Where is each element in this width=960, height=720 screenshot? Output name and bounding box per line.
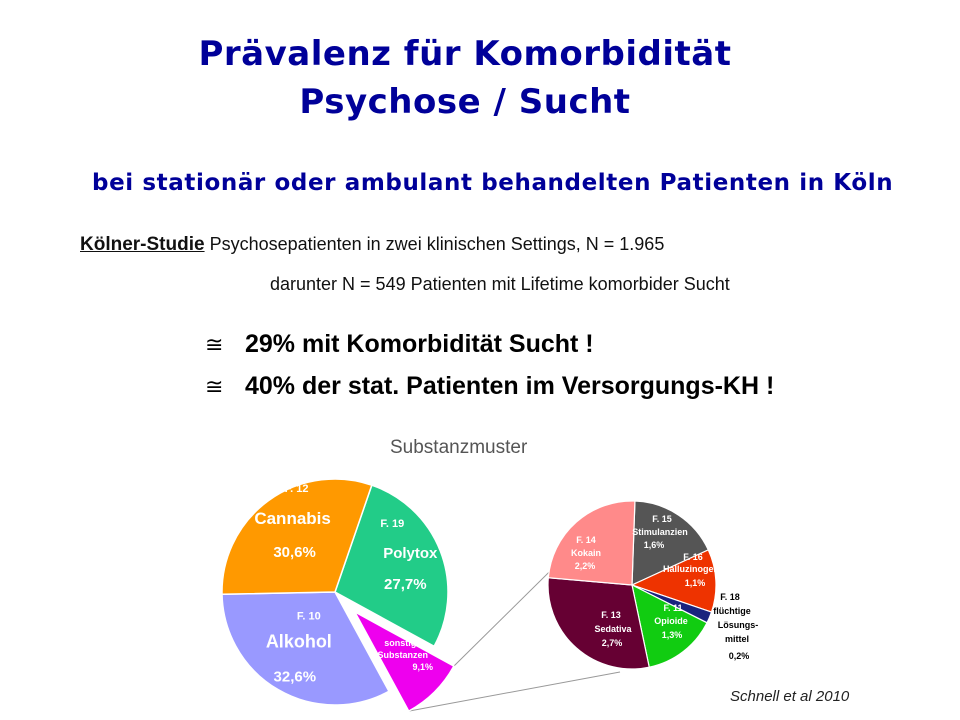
slice-code-alkohol: F. 10: [297, 610, 321, 622]
sub-label-sedativa: Sedativa: [594, 624, 632, 634]
slice-label-sonstige-line1: sonstige: [384, 638, 421, 648]
sub-value-sedativa: 2,7%: [602, 638, 623, 648]
sub-label-kokain: Kokain: [571, 548, 601, 558]
claim1-text: 29% mit Komorbidität Sucht !: [245, 330, 594, 358]
slice-code-polytox: F. 19: [380, 518, 404, 530]
citation: Schnell et al 2010: [730, 688, 850, 705]
sub-slice-stimulanzien: [631, 500, 710, 586]
study-label: Kölner-Studie: [80, 234, 205, 255]
sub-label-loesungsmittel-line2: Lösungs-: [718, 620, 759, 630]
chart-title: Substanzmuster: [390, 437, 528, 458]
pie-slice-alkohol: [221, 591, 390, 706]
slice-value-alkohol: 32,6%: [274, 668, 317, 685]
connector-line-bottom: [408, 671, 621, 712]
study-line2: darunter N = 549 Patienten mit Lifetime …: [270, 274, 730, 294]
sub-value-kokain: 2,2%: [575, 561, 596, 571]
sub-value-loesungsmittel: 0,2%: [729, 651, 750, 661]
page-subtitle: bei stationär oder ambulant behandelten …: [92, 170, 894, 196]
sub-label-halluzinogene: Halluzinogene: [663, 564, 724, 574]
slice-value-sonstige: 9,1%: [413, 662, 434, 672]
sub-code-kokain: F. 14: [576, 535, 596, 545]
approx-icon: ≅: [205, 374, 224, 399]
sub-code-halluzinogene: F. 16: [683, 552, 703, 562]
sub-label-loesungsmittel-line1: flüchtige: [713, 606, 751, 616]
claim2-text: 40% der stat. Patienten im Versorgungs-K…: [245, 372, 775, 400]
slice-label-sonstige-line2: Substanzen: [378, 650, 429, 660]
pie-slice-cannabis: [221, 478, 373, 596]
claim-comorbidity: ≅ 29% mit Komorbidität Sucht !: [205, 330, 594, 359]
sub-code-stimulanzien: F. 15: [652, 514, 672, 524]
page-title-line1: Prävalenz für Komorbidität: [198, 34, 732, 74]
approx-icon: ≅: [205, 332, 224, 357]
study-line1: Psychosepatienten in zwei klinischen Set…: [204, 234, 665, 254]
sub-code-sedativa: F. 13: [601, 610, 621, 620]
sub-slice-kokain: [547, 500, 636, 586]
slice-value-polytox: 27,7%: [384, 576, 427, 593]
slice-value-cannabis: 30,6%: [273, 544, 316, 561]
page-title-line2: Psychose / Sucht: [299, 82, 631, 122]
sub-value-opioide: 1,3%: [662, 630, 683, 640]
sub-code-opioide: F. 11: [663, 603, 682, 613]
sub-label-loesungsmittel-line3: mittel: [725, 634, 749, 644]
sub-slice-opioide: [631, 583, 708, 668]
slice-label-cannabis: Cannabis: [254, 509, 331, 528]
pie-slice-polytox: [334, 484, 449, 648]
sub-label-opioide: Opioide: [654, 616, 688, 626]
sub-value-halluzinogene: 1,1%: [685, 578, 706, 588]
sub-value-stimulanzien: 1,6%: [644, 540, 665, 550]
study-description: Kölner-Studie Psychosepatienten in zwei …: [80, 234, 664, 256]
pie-slice-sonstige-substanzen: [352, 609, 455, 713]
slice-code-cannabis: F. 12: [285, 483, 309, 495]
slice-label-polytox: Polytox: [383, 545, 438, 562]
sub-code-loesungsmittel: F. 18: [720, 592, 740, 602]
claim-inpatients: ≅ 40% der stat. Patienten im Versorgungs-…: [205, 372, 774, 401]
sub-slice-sedativa: [547, 577, 650, 670]
sub-slice-halluzinogene: [630, 549, 717, 613]
sub-label-stimulanzien: Stimulanzien: [632, 527, 688, 537]
slice-label-alkohol: Alkohol: [266, 631, 332, 651]
